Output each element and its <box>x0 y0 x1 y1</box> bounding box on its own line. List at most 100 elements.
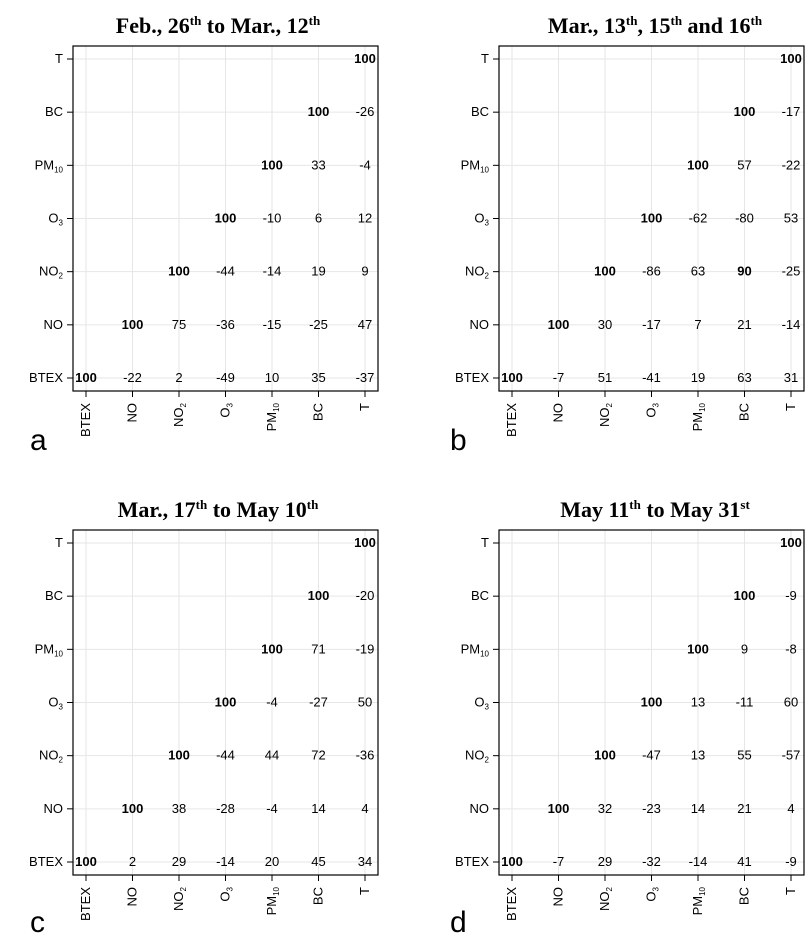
cell-value: 4 <box>787 801 794 816</box>
x-tick-label: O3 <box>218 402 235 417</box>
cell-value: 100 <box>168 264 190 279</box>
cell-value: -14 <box>782 317 801 332</box>
heatmap-panel-c: Mar., 17th to May 10th T BC PM10 O3 NO2 NO BTEX… <box>29 497 379 939</box>
cell-value: -28 <box>216 801 235 816</box>
cell-value: 100 <box>780 535 802 550</box>
cell-value: 31 <box>784 370 798 385</box>
x-tick-label: BTEX <box>78 887 93 921</box>
cell-value: 21 <box>737 801 751 816</box>
cell-value: -4 <box>266 695 278 710</box>
x-tick-label: BC <box>737 887 752 905</box>
x-tick-label: T <box>783 403 798 411</box>
y-tick-label: NO <box>44 801 64 816</box>
y-tick-label: O3 <box>48 695 63 712</box>
cell-value: 100 <box>501 370 523 385</box>
cell-value: 60 <box>784 695 798 710</box>
cell-value: 4 <box>361 801 368 816</box>
y-tick-label: PM10 <box>461 641 490 658</box>
panel-title: Mar., 17th to May 10th <box>118 497 320 522</box>
cell-value: 100 <box>594 748 616 763</box>
cell-value: 44 <box>265 748 279 763</box>
y-tick-label: T <box>55 535 63 550</box>
cell-value: 9 <box>361 264 368 279</box>
cell-value: -4 <box>359 157 371 172</box>
x-tick-label: NO2 <box>171 886 188 911</box>
cell-value: 32 <box>598 801 612 816</box>
x-tick-label: O3 <box>644 886 661 901</box>
cell-value: 100 <box>122 317 144 332</box>
cell-value: -44 <box>216 264 235 279</box>
cell-value: -62 <box>689 211 708 226</box>
y-tick-label: NO2 <box>465 748 490 765</box>
cell-value: 100 <box>75 854 97 869</box>
cell-value: 100 <box>354 51 376 66</box>
cell-value: 9 <box>741 641 748 656</box>
panel-title: May 11th to May 31st <box>560 497 750 522</box>
cell-value: 45 <box>311 854 325 869</box>
cell-value: -14 <box>263 264 282 279</box>
cell-value: 33 <box>311 157 325 172</box>
cell-value: 71 <box>311 641 325 656</box>
y-tick-label: NO2 <box>465 264 490 281</box>
x-tick-label: T <box>357 403 372 411</box>
cell-value: 100 <box>261 641 283 656</box>
y-tick-label: BC <box>471 588 489 603</box>
x-tick-label: O3 <box>644 402 661 417</box>
cell-value: -49 <box>216 370 235 385</box>
y-tick-label: PM10 <box>35 641 64 658</box>
cell-value: -32 <box>642 854 661 869</box>
x-tick-label: NO <box>551 887 566 907</box>
y-tick-label: BTEX <box>29 854 63 869</box>
cell-value: 100 <box>215 211 237 226</box>
cell-value: 100 <box>641 211 663 226</box>
y-tick-label: O3 <box>474 211 489 228</box>
cell-value: -20 <box>356 588 375 603</box>
cell-value: -8 <box>785 641 797 656</box>
y-tick-label: T <box>55 51 63 66</box>
y-tick-label: NO <box>470 801 490 816</box>
cell-value: 34 <box>358 854 372 869</box>
x-tick-label: PM10 <box>690 402 707 431</box>
y-tick-label: PM10 <box>35 157 64 174</box>
panel-letter: a <box>30 424 47 457</box>
cell-value: 13 <box>691 695 705 710</box>
cell-value: 38 <box>172 801 186 816</box>
cell-value: -9 <box>785 854 797 869</box>
x-tick-label: BTEX <box>504 403 519 437</box>
panel-letter: b <box>450 424 467 457</box>
y-tick-label: T <box>481 535 489 550</box>
cell-value: 63 <box>691 264 705 279</box>
x-tick-label: NO <box>551 403 566 423</box>
cell-value: -86 <box>642 264 661 279</box>
cell-value: 53 <box>784 211 798 226</box>
y-tick-label: O3 <box>48 211 63 228</box>
cell-value: 13 <box>691 748 705 763</box>
cell-value: 19 <box>691 370 705 385</box>
y-tick-label: BC <box>45 104 63 119</box>
cell-value: 2 <box>175 370 182 385</box>
cell-value: -23 <box>642 801 661 816</box>
y-tick-label: BTEX <box>455 854 489 869</box>
cell-value: -37 <box>356 370 375 385</box>
x-tick-label: BC <box>311 887 326 905</box>
cell-value: 14 <box>311 801 325 816</box>
panel-title: Feb., 26th to Mar., 12th <box>116 13 321 38</box>
panel-title: Mar., 13th, 15th and 16th <box>548 13 763 38</box>
x-tick-label: NO <box>125 403 140 423</box>
cell-value: 100 <box>734 588 756 603</box>
cell-value: -17 <box>642 317 661 332</box>
heatmap-panel-d: May 11th to May 31st T BC PM10 O3 NO2 NO BTEX BT… <box>450 497 805 939</box>
y-tick-label: BC <box>45 588 63 603</box>
y-tick-label: NO <box>470 317 490 332</box>
cell-value: 100 <box>687 157 709 172</box>
cell-value: -7 <box>553 370 565 385</box>
y-tick-label: BTEX <box>29 370 63 385</box>
cell-value: 29 <box>598 854 612 869</box>
panel-letter: d <box>450 906 467 939</box>
cell-value: -41 <box>642 370 661 385</box>
cell-value: 100 <box>261 157 283 172</box>
cell-value: -17 <box>782 104 801 119</box>
cell-value: -26 <box>356 104 375 119</box>
cell-value: 100 <box>122 801 144 816</box>
